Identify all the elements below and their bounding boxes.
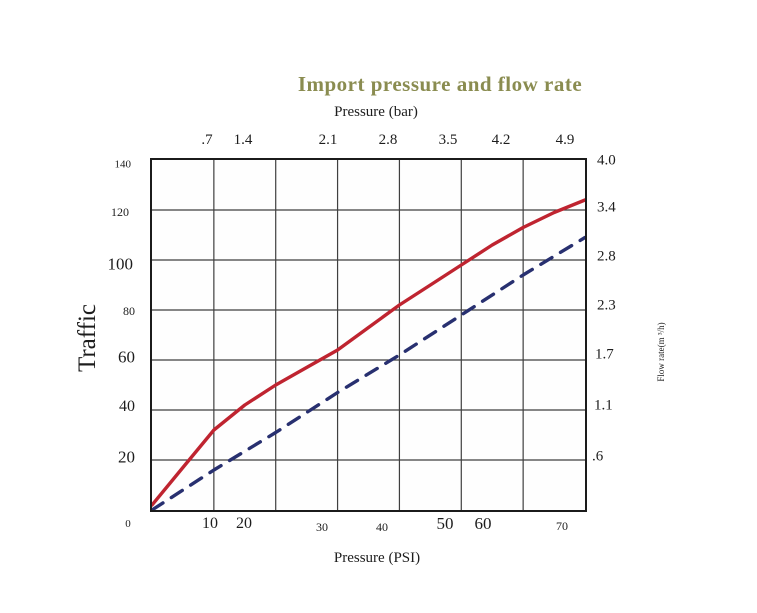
left-tick: 140 <box>114 158 132 171</box>
chart-title: Import pressure and flow rate <box>297 72 583 96</box>
top-axis-label: Pressure (bar) <box>334 104 418 120</box>
left-tick: 40 <box>119 398 135 415</box>
right-tick: .6 <box>592 448 604 465</box>
right-tick: 1.7 <box>595 346 614 363</box>
right-axis-label: Flow rate(m ³/h) <box>656 322 666 382</box>
left-tick: 120 <box>111 205 129 219</box>
left-tick: 80 <box>123 304 135 318</box>
left-tick: 100 <box>107 254 134 274</box>
bottom-tick: 20 <box>236 515 252 532</box>
series-flow-curve-dashed <box>152 235 585 510</box>
plot-svg <box>152 160 585 510</box>
bottom-axis-label: Pressure (PSI) <box>333 550 421 566</box>
top-tick: .7 <box>201 132 213 148</box>
left-tick: 60 <box>118 347 135 367</box>
right-tick: 3.4 <box>597 199 616 216</box>
bottom-tick-zero: 0 <box>125 518 131 530</box>
top-tick: 4.9 <box>555 132 575 148</box>
bottom-tick: 30 <box>316 520 328 534</box>
bottom-tick: 60 <box>474 514 492 533</box>
top-tick: 2.8 <box>378 132 398 148</box>
bottom-tick: 10 <box>202 515 218 532</box>
right-tick: 4.0 <box>597 152 616 169</box>
top-tick: 4.2 <box>491 132 511 148</box>
left-axis-label: Traffic <box>74 303 101 373</box>
top-tick: 2.1 <box>318 132 338 148</box>
bottom-tick: 40 <box>376 520 388 534</box>
series-flow-curve-solid <box>152 198 585 507</box>
top-tick: 3.5 <box>438 132 458 148</box>
top-tick: 1.4 <box>233 132 253 148</box>
right-tick: 2.3 <box>597 297 616 314</box>
bottom-tick: 50 <box>436 514 454 533</box>
left-tick: 20 <box>118 447 135 467</box>
right-tick: 2.8 <box>597 248 616 265</box>
bottom-tick: 70 <box>556 519 568 533</box>
right-tick: 1.1 <box>594 397 613 414</box>
plot-area <box>150 158 587 512</box>
